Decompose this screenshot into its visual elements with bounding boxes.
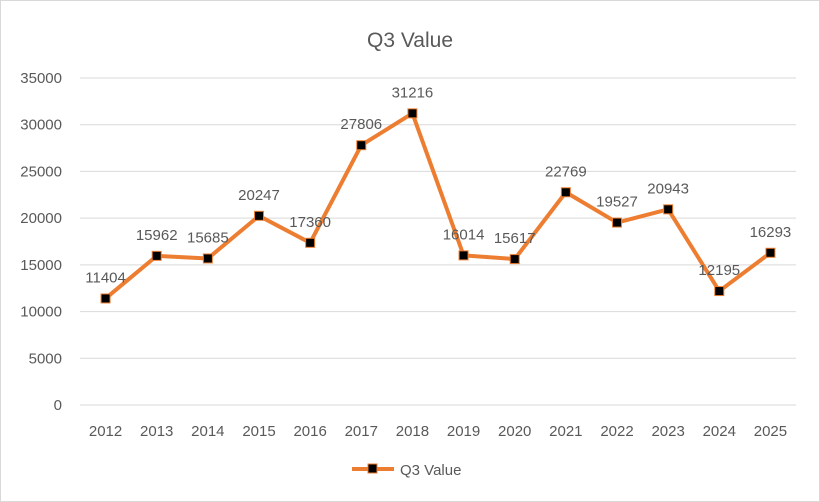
x-tick-label: 2017 <box>345 423 378 440</box>
data-point-marker <box>305 237 316 248</box>
data-point-marker <box>458 250 469 261</box>
y-tick-label: 5000 <box>29 350 62 367</box>
data-point-marker <box>765 247 776 258</box>
data-label: 17360 <box>289 214 331 231</box>
y-tick-label: 30000 <box>20 117 62 134</box>
legend-label: Q3 Value <box>400 462 461 479</box>
data-label: 12195 <box>698 262 740 279</box>
data-point-marker <box>714 286 725 297</box>
y-tick-label: 35000 <box>20 70 62 87</box>
y-tick-label: 25000 <box>20 163 62 180</box>
data-point-marker <box>356 140 367 151</box>
x-tick-label: 2022 <box>600 423 633 440</box>
x-tick-label: 2025 <box>754 423 787 440</box>
data-point-marker <box>202 253 213 264</box>
data-point-marker <box>254 210 264 221</box>
data-point-marker <box>560 187 571 198</box>
chart-title: Q3 Value <box>367 29 453 52</box>
x-tick-label: 2020 <box>498 423 531 440</box>
legend-marker-sample <box>367 463 378 474</box>
x-tick-label: 2016 <box>293 423 326 440</box>
x-tick-label: 2013 <box>140 423 173 440</box>
x-tick-label: 2018 <box>396 423 429 440</box>
data-label: 16014 <box>443 226 485 243</box>
data-label: 15617 <box>494 230 536 247</box>
y-tick-label: 20000 <box>20 210 62 227</box>
y-tick-label: 0 <box>54 397 62 414</box>
x-tick-label: 2014 <box>191 423 224 440</box>
x-tick-label: 2021 <box>549 423 582 440</box>
data-point-marker <box>151 250 162 261</box>
data-label: 31216 <box>392 84 434 101</box>
x-tick-label: 2012 <box>89 423 122 440</box>
data-point-marker <box>509 254 520 265</box>
data-point-marker <box>663 204 674 215</box>
data-point-marker <box>100 293 111 304</box>
data-label: 16293 <box>750 224 792 241</box>
data-label: 15962 <box>136 227 178 244</box>
y-tick-label: 15000 <box>20 257 62 274</box>
data-point-marker <box>407 108 418 119</box>
data-label: 20247 <box>238 187 280 204</box>
x-tick-label: 2023 <box>651 423 684 440</box>
data-label: 19527 <box>596 194 638 211</box>
legend: Q3 Value <box>352 462 461 479</box>
data-label: 20943 <box>647 180 689 197</box>
series-line <box>104 111 772 300</box>
data-label: 27806 <box>340 116 382 133</box>
data-label: 22769 <box>545 163 587 180</box>
x-tick-label: 2015 <box>242 423 275 440</box>
data-label: 15685 <box>187 229 229 246</box>
data-point-marker <box>612 217 622 228</box>
y-tick-label: 10000 <box>20 304 62 321</box>
x-tick-label: 2019 <box>447 423 480 440</box>
x-tick-label: 2024 <box>703 423 736 440</box>
data-label: 11404 <box>85 269 126 286</box>
